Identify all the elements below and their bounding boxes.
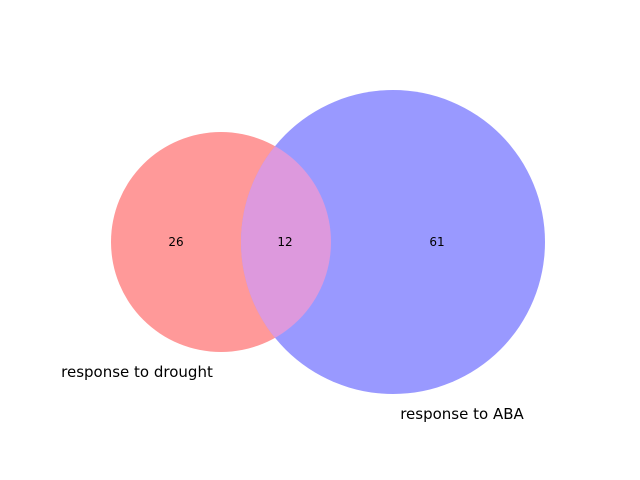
- set-drought-label: response to drought: [61, 363, 213, 381]
- set-aba-circle: [241, 90, 545, 394]
- aba-only-count: 61: [429, 235, 444, 249]
- intersection-count: 12: [277, 235, 292, 249]
- set-aba-label: response to ABA: [400, 405, 524, 423]
- drought-only-count: 26: [168, 235, 183, 249]
